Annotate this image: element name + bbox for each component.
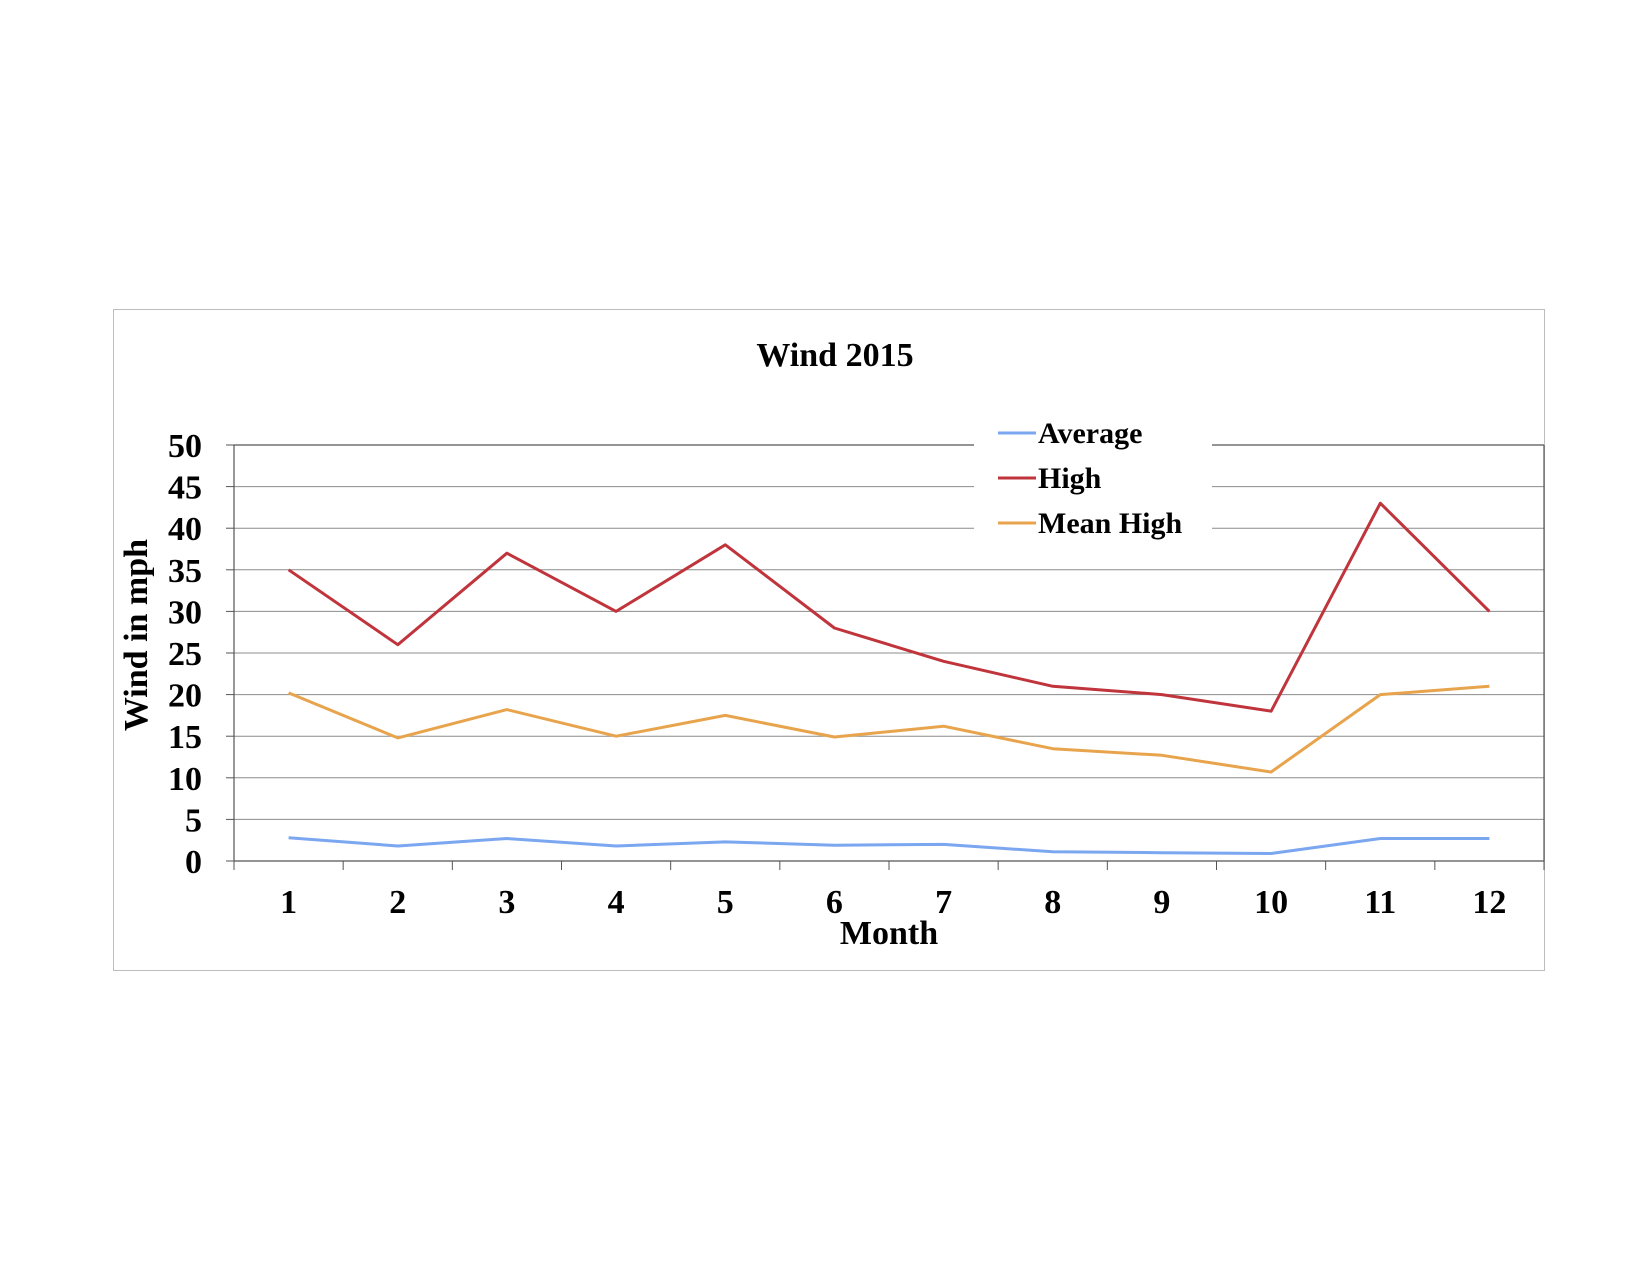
x-tick-label: 2: [389, 884, 406, 921]
y-tick-label: 25: [168, 636, 202, 673]
y-tick-label: 30: [168, 594, 202, 631]
y-tick-label: 5: [185, 802, 202, 839]
y-axis-title: Wind in mph: [118, 539, 155, 731]
x-tick-label: 1: [280, 884, 297, 921]
x-tick-label: 9: [1153, 884, 1170, 921]
gridlines: [234, 444, 1544, 820]
chart-title: Wind 2015: [756, 337, 913, 374]
y-tick-label: 35: [168, 553, 202, 590]
x-tick-label: 6: [826, 884, 843, 921]
y-tick-label: 15: [168, 719, 202, 756]
legend-label-high: High: [1038, 462, 1102, 495]
y-tick-label: 45: [168, 470, 202, 507]
x-tick-label: 12: [1472, 884, 1506, 921]
x-tick-label: 3: [498, 884, 515, 921]
x-tick-label: 4: [608, 884, 625, 921]
x-tick-label: 8: [1044, 884, 1061, 921]
y-tick-label: 10: [168, 761, 202, 798]
y-tick-label: 0: [185, 844, 202, 881]
x-axis-title: Month: [840, 915, 938, 952]
legend: Average High Mean High: [974, 410, 1212, 544]
legend-label-mean-high: Mean High: [1038, 507, 1182, 540]
x-tick-label: 5: [717, 884, 734, 921]
y-tick-label: 40: [168, 511, 202, 548]
series-line-high: [287, 501, 1491, 713]
y-tick-label: 50: [168, 428, 202, 465]
x-tick-label: 10: [1254, 884, 1288, 921]
series-line-mean-high: [288, 684, 1490, 774]
legend-label-average: Average: [1038, 417, 1142, 450]
series-line-average: [288, 836, 1490, 855]
x-tick-label: 11: [1364, 884, 1396, 921]
y-tick-label: 20: [168, 678, 202, 715]
x-tick-label: 7: [935, 884, 952, 921]
series-lines: [287, 501, 1491, 855]
chart-frame: Wind 2015 0 5 10 15 20 25 30 35 40 45 50 1 2 3 4 5 6 7 8 9 1…: [113, 309, 1545, 971]
